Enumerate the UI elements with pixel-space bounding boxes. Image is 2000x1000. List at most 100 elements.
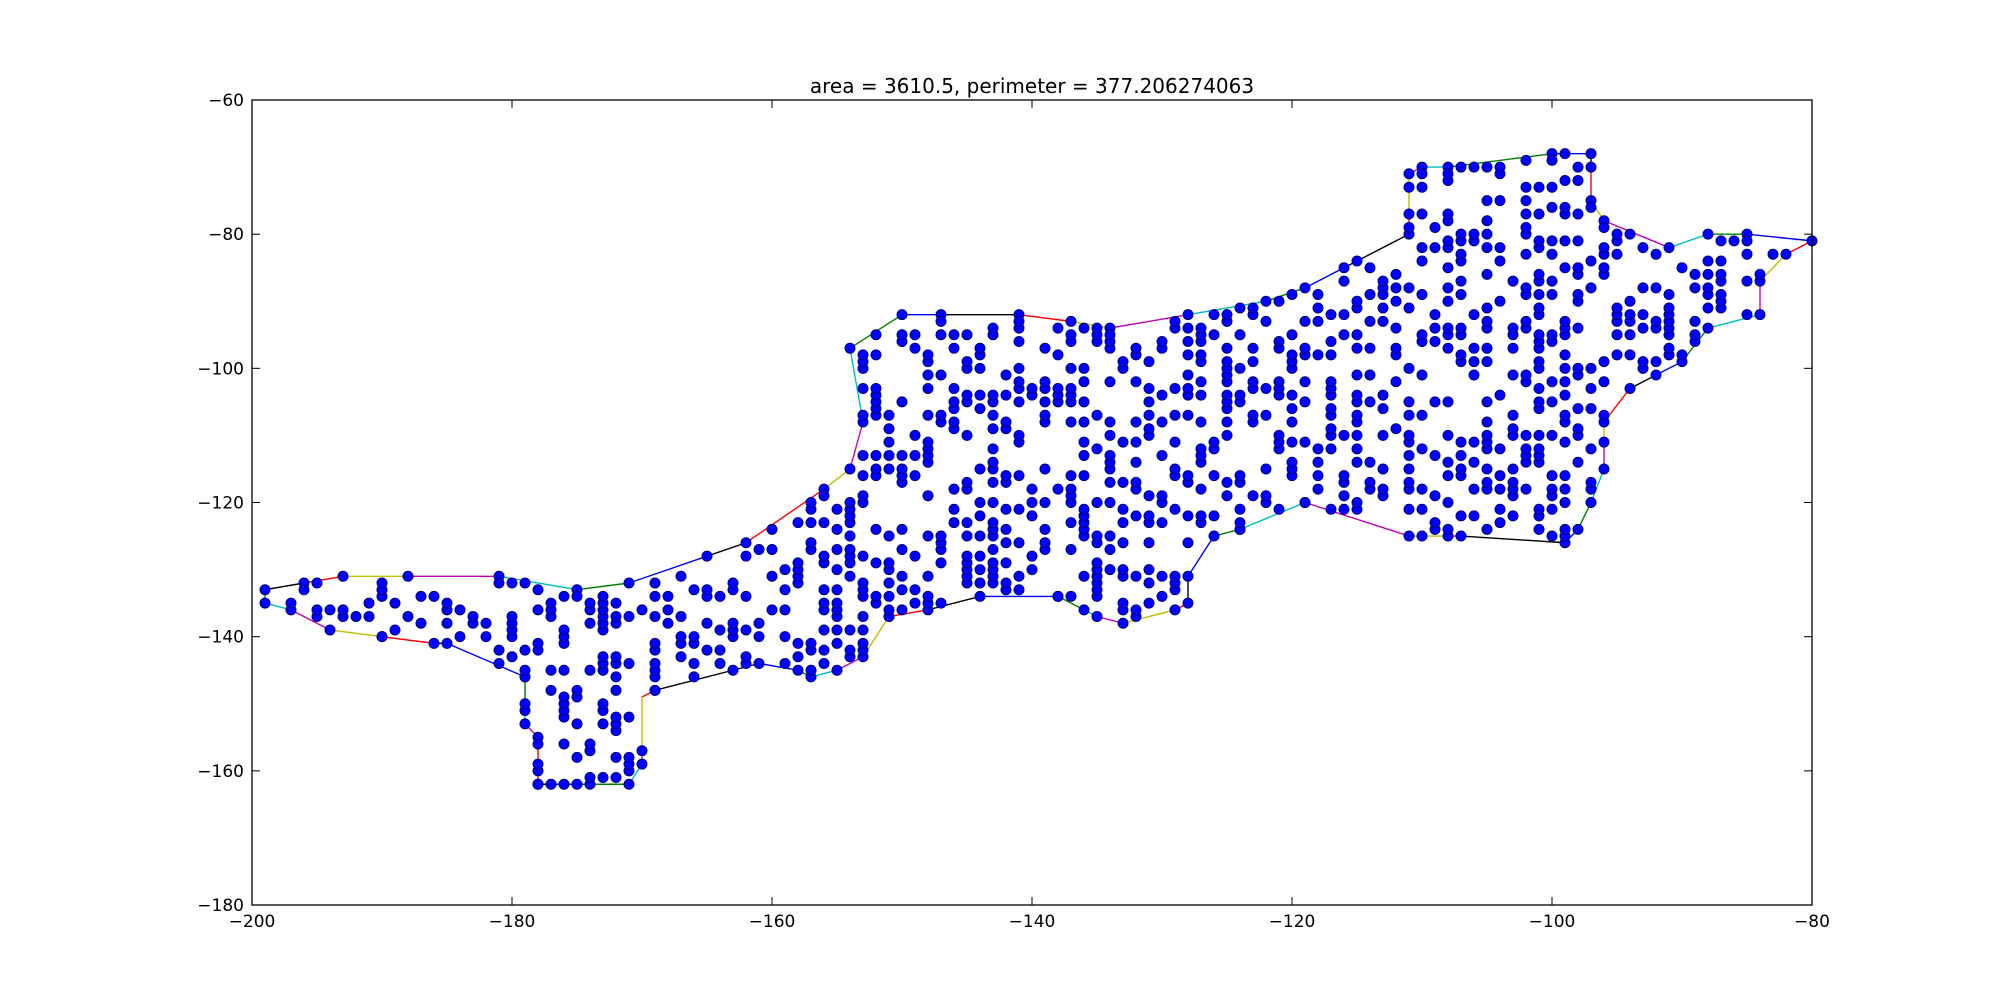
data-point bbox=[857, 409, 869, 421]
data-point bbox=[987, 389, 999, 401]
data-point bbox=[766, 604, 778, 616]
data-point bbox=[753, 543, 765, 555]
data-point bbox=[1689, 329, 1701, 341]
data-point bbox=[1559, 175, 1571, 186]
data-point bbox=[857, 624, 869, 636]
data-point bbox=[1000, 503, 1012, 515]
data-point bbox=[1078, 436, 1090, 448]
data-point bbox=[909, 584, 921, 596]
data-point bbox=[1351, 429, 1363, 441]
data-point bbox=[1130, 510, 1142, 522]
data-point bbox=[649, 590, 661, 602]
data-point bbox=[1416, 530, 1428, 542]
data-point bbox=[610, 751, 622, 763]
data-point bbox=[935, 597, 947, 609]
boundary-segment bbox=[1304, 267, 1345, 289]
data-point bbox=[1351, 295, 1363, 307]
data-point bbox=[1338, 329, 1350, 341]
data-point bbox=[1260, 315, 1272, 327]
data-point bbox=[740, 537, 752, 549]
data-point bbox=[1338, 470, 1350, 482]
data-point bbox=[623, 711, 635, 723]
data-point bbox=[805, 497, 817, 508]
data-point bbox=[1403, 409, 1415, 421]
data-point bbox=[1260, 490, 1272, 502]
data-point bbox=[1182, 570, 1194, 582]
data-point bbox=[831, 523, 843, 535]
data-point bbox=[974, 463, 986, 475]
data-point bbox=[1637, 242, 1649, 254]
data-point bbox=[584, 772, 596, 784]
data-point bbox=[792, 557, 804, 569]
data-point bbox=[948, 483, 960, 495]
data-point bbox=[1429, 490, 1441, 502]
data-point bbox=[1585, 201, 1597, 213]
data-point bbox=[1286, 403, 1298, 415]
data-point bbox=[922, 530, 934, 542]
data-point bbox=[1494, 161, 1506, 173]
data-point bbox=[1481, 396, 1493, 408]
data-point bbox=[896, 523, 908, 535]
data-point bbox=[259, 584, 271, 596]
data-point bbox=[1520, 282, 1532, 294]
data-point bbox=[1247, 376, 1259, 388]
data-point bbox=[1312, 302, 1324, 314]
data-point bbox=[831, 664, 843, 676]
data-point bbox=[961, 356, 973, 368]
data-point bbox=[1377, 275, 1389, 287]
data-point bbox=[948, 382, 960, 394]
data-point bbox=[1520, 154, 1532, 166]
data-point bbox=[1364, 456, 1376, 468]
data-point bbox=[1026, 382, 1038, 394]
data-point bbox=[1156, 590, 1168, 602]
data-point bbox=[350, 611, 362, 623]
data-point bbox=[857, 470, 869, 482]
data-point bbox=[1234, 470, 1246, 482]
data-point bbox=[896, 543, 908, 555]
data-point bbox=[389, 624, 401, 636]
data-point bbox=[1260, 409, 1272, 421]
data-point bbox=[1351, 456, 1363, 468]
data-point bbox=[1013, 362, 1025, 374]
data-point bbox=[324, 604, 336, 616]
data-point bbox=[597, 590, 609, 602]
data-point bbox=[1325, 423, 1337, 435]
data-point bbox=[662, 590, 674, 602]
boundary-segment bbox=[849, 421, 864, 470]
data-point bbox=[883, 450, 895, 462]
data-point bbox=[909, 450, 921, 462]
data-point bbox=[519, 644, 531, 656]
data-point bbox=[1481, 523, 1493, 535]
boundary-segment bbox=[1304, 501, 1410, 537]
data-point bbox=[1117, 597, 1129, 609]
data-point bbox=[545, 684, 557, 696]
data-point bbox=[1533, 235, 1545, 247]
data-point bbox=[1403, 282, 1415, 294]
data-point bbox=[1572, 208, 1584, 220]
data-point bbox=[1585, 497, 1597, 508]
data-point bbox=[1403, 181, 1415, 193]
data-point bbox=[623, 751, 635, 763]
data-point bbox=[1650, 282, 1662, 294]
data-point bbox=[1208, 329, 1220, 341]
data-point bbox=[649, 684, 661, 696]
data-point bbox=[1559, 523, 1571, 535]
data-point bbox=[1039, 463, 1051, 475]
data-point bbox=[610, 772, 622, 784]
data-point bbox=[1143, 409, 1155, 421]
data-point bbox=[1403, 208, 1415, 220]
data-point bbox=[1195, 376, 1207, 388]
data-point bbox=[1611, 302, 1623, 314]
data-point bbox=[1598, 436, 1610, 448]
data-point bbox=[1455, 450, 1467, 462]
data-point bbox=[1572, 175, 1584, 186]
data-point bbox=[402, 611, 414, 623]
data-point bbox=[987, 543, 999, 555]
data-point bbox=[1546, 329, 1558, 341]
data-point bbox=[1364, 369, 1376, 381]
data-point bbox=[1546, 201, 1558, 213]
data-point bbox=[766, 523, 778, 535]
data-point bbox=[1390, 322, 1402, 334]
data-point bbox=[896, 309, 908, 321]
x-tick-label: −120 bbox=[1269, 912, 1316, 932]
